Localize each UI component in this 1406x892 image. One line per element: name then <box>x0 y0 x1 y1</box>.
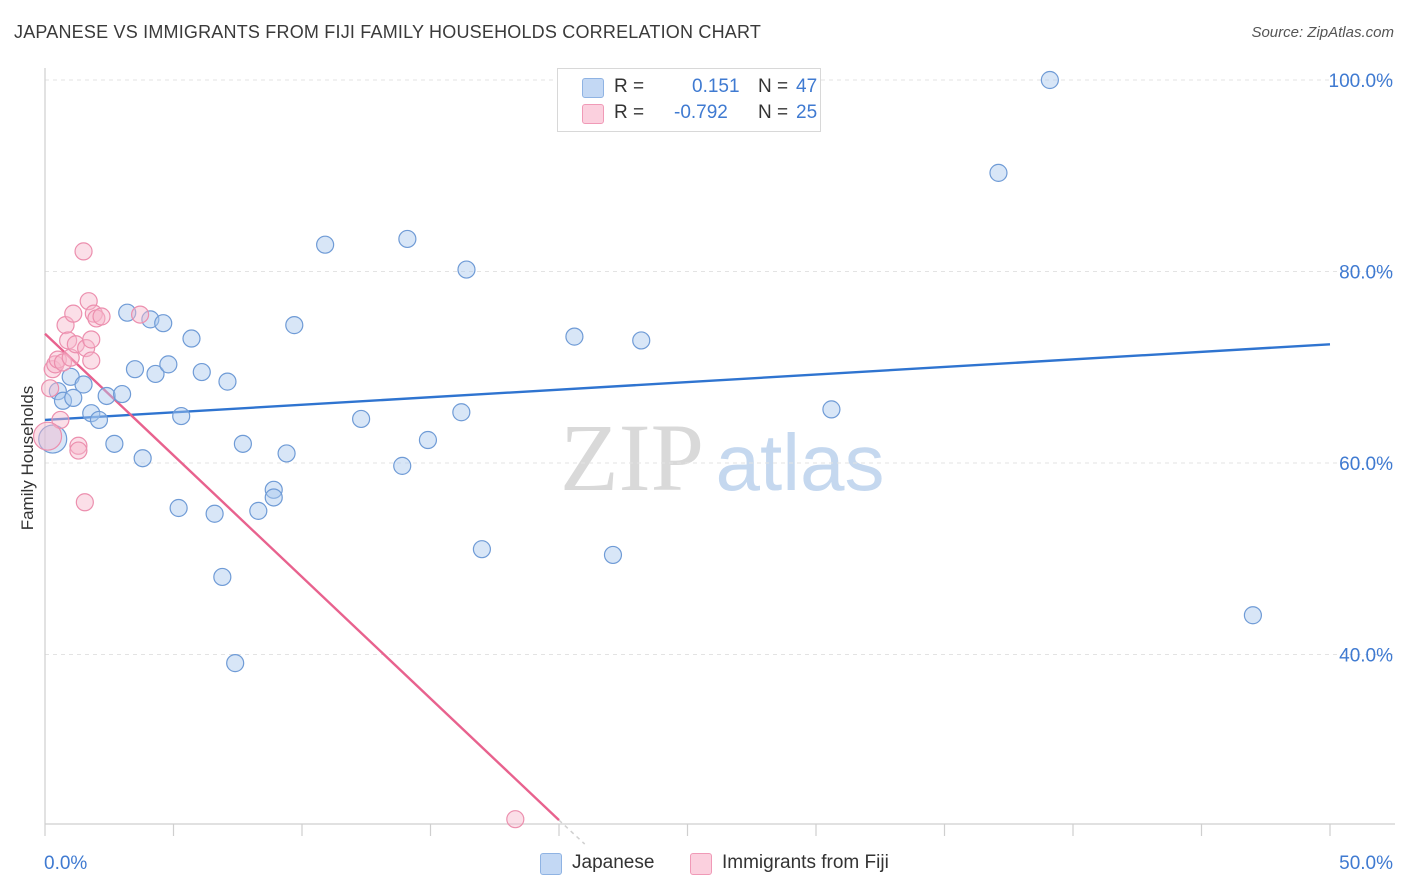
data-point <box>398 229 417 249</box>
data-point <box>172 406 191 426</box>
legend-n-label: N = <box>758 102 789 123</box>
legend-n-value: 25 <box>796 102 818 123</box>
legend-n-label: N = <box>758 76 789 97</box>
grid <box>45 79 1395 655</box>
data-point <box>565 327 584 346</box>
data-point <box>43 360 62 379</box>
data-point <box>51 410 70 430</box>
data-point <box>69 436 88 455</box>
data-point <box>822 400 841 419</box>
data-point <box>603 545 623 565</box>
data-point <box>213 567 232 587</box>
legend-r-value: -0.792 <box>674 102 728 123</box>
data-point <box>989 163 1008 182</box>
data-point <box>218 372 237 391</box>
data-point <box>125 360 145 379</box>
data-point <box>226 654 245 673</box>
legend-r-label: R = <box>614 102 645 123</box>
bottom-legend-swatch-fiji <box>690 853 712 875</box>
data-point <box>285 316 304 335</box>
bottom-legend-swatch-japanese <box>540 853 562 875</box>
trend-line-japanese <box>44 343 1331 422</box>
data-point <box>277 444 296 463</box>
legend-swatch-fiji <box>582 104 604 124</box>
stats-legend: R = 0.151 N = 47 R = -0.792 N = 25 <box>557 68 821 132</box>
data-point <box>69 441 88 460</box>
data-point <box>64 304 83 323</box>
data-point <box>632 331 651 350</box>
data-point <box>75 493 94 512</box>
data-point <box>32 421 63 451</box>
data-point <box>74 242 93 261</box>
data-point <box>393 456 412 475</box>
data-point <box>105 434 124 453</box>
data-point <box>92 307 111 326</box>
data-point <box>457 260 476 279</box>
data-point <box>472 540 491 559</box>
series-fiji <box>32 242 525 829</box>
trend-lines <box>44 332 1331 845</box>
data-point <box>506 810 525 829</box>
data-point <box>316 235 335 254</box>
chart-title: JAPANESE VS IMMIGRANTS FROM FIJI FAMILY … <box>14 22 762 42</box>
data-point <box>233 434 252 453</box>
y-tick-label: 40.0% <box>1339 646 1393 667</box>
data-point <box>205 504 224 523</box>
data-point <box>452 403 471 422</box>
data-point <box>352 409 371 429</box>
data-point <box>38 424 68 454</box>
data-point <box>97 386 116 406</box>
data-point <box>89 410 109 430</box>
legend-r-value: 0.151 <box>692 76 740 97</box>
data-point <box>41 379 60 398</box>
watermark-zip: ZIP <box>560 404 704 511</box>
bottom-legend-label-japanese: Japanese <box>572 852 655 873</box>
data-point <box>264 488 283 507</box>
y-axis-label: Family Households <box>18 385 37 531</box>
data-point <box>192 362 211 382</box>
data-point <box>112 384 132 404</box>
legend-r-label: R = <box>614 76 645 97</box>
x-tick-label: 0.0% <box>44 853 87 874</box>
data-point <box>159 355 178 374</box>
data-point <box>154 314 173 333</box>
data-point <box>61 348 80 367</box>
data-point <box>169 498 188 518</box>
tick-labels: 40.0% 60.0% 80.0% 100.0% 0.0% 50.0% <box>44 71 1393 874</box>
data-point <box>182 329 201 348</box>
data-point <box>1040 70 1059 90</box>
y-tick-label: 100.0% <box>1329 71 1394 92</box>
data-point <box>82 351 101 370</box>
data-point <box>82 330 101 349</box>
data-point <box>53 391 73 410</box>
y-tick-label: 60.0% <box>1339 454 1393 475</box>
data-point <box>64 388 83 407</box>
data-points <box>32 70 1263 829</box>
bottom-legend-label-fiji: Immigrants from Fiji <box>722 852 889 873</box>
series-japanese <box>38 70 1263 673</box>
data-point <box>249 501 268 520</box>
trend-extension-fiji <box>558 819 586 845</box>
data-point <box>133 449 152 468</box>
data-point <box>418 430 438 450</box>
data-point <box>74 375 93 394</box>
y-tick-label: 80.0% <box>1339 263 1393 284</box>
data-point <box>264 480 283 499</box>
data-point <box>146 364 165 384</box>
chart-source: Source: ZipAtlas.com <box>1251 24 1394 41</box>
legend-n-value: 47 <box>796 76 818 97</box>
legend-swatch-japanese <box>582 78 604 98</box>
data-point <box>1243 606 1263 625</box>
trend-line-fiji <box>44 332 560 822</box>
axes <box>44 68 1395 836</box>
x-tick-label: 50.0% <box>1339 853 1393 874</box>
data-point <box>130 305 150 324</box>
watermark: ZIP atlas <box>560 404 884 511</box>
